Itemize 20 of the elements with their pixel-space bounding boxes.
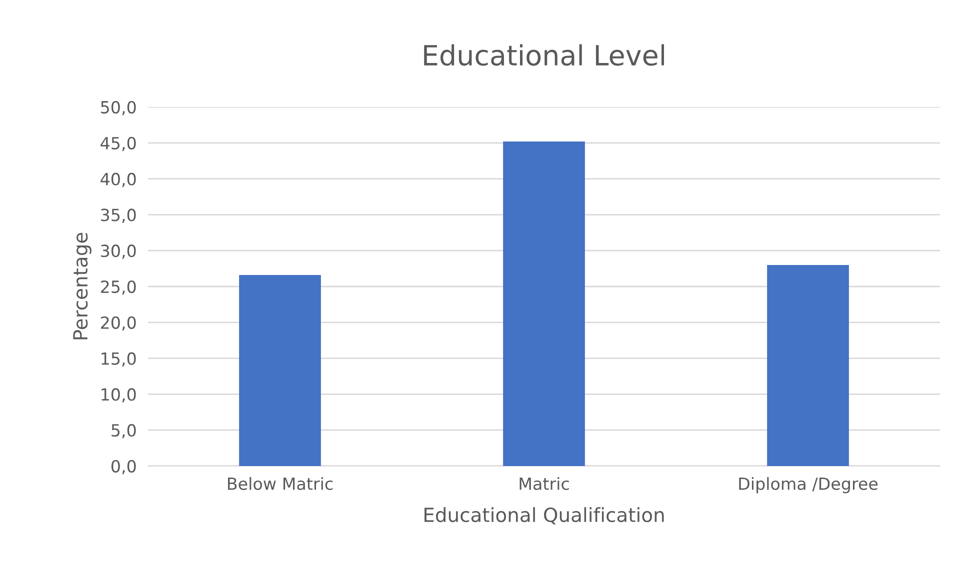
y-tick-label: 30,0	[101, 244, 136, 259]
y-tick-label: 20,0	[101, 316, 136, 331]
bar	[239, 275, 321, 466]
y-tick-label: 40,0	[100, 172, 136, 188]
y-tick-label: 5,0	[112, 424, 136, 438]
x-tick-label: Below Matric	[228, 477, 333, 490]
y-tick-label: 50,0	[101, 100, 136, 116]
chart-title: Educational Level	[424, 44, 664, 66]
y-tick-label: 35,0	[101, 208, 136, 223]
y-tick-label: 15,0	[102, 352, 136, 367]
y-tick-label: 0,0	[111, 460, 136, 474]
y-tick-label: 25,0	[101, 280, 136, 295]
y-tick-label: 10,0	[102, 388, 136, 402]
y-tick-label: 45,0	[100, 136, 136, 152]
bar	[503, 141, 585, 466]
bar	[767, 264, 849, 466]
x-axis-title: Educational Qualification	[424, 507, 664, 524]
x-tick-label: Matric	[520, 477, 569, 490]
x-tick-label: Diploma /Degree	[739, 477, 878, 494]
y-axis-title: Percentage	[73, 232, 92, 340]
